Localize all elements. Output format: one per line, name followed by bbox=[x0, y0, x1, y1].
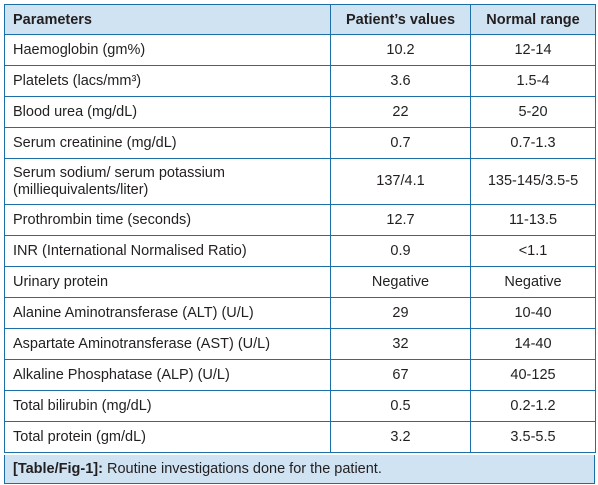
parameter-cell: Serum sodium/ serum potassium (milliequi… bbox=[4, 158, 331, 205]
normal-range-cell: 10-40 bbox=[470, 297, 596, 329]
table-caption: [Table/Fig-1]: Routine investigations do… bbox=[4, 455, 595, 484]
patient-value-cell: Negative bbox=[330, 266, 471, 298]
table-row: Serum sodium/ serum potassium (milliequi… bbox=[4, 158, 596, 205]
header-patient-values: Patient’s values bbox=[330, 4, 471, 35]
table-row: Serum creatinine (mg/dL) 0.7 0.7-1.3 bbox=[4, 127, 596, 159]
normal-range-cell: 0.7-1.3 bbox=[470, 127, 596, 159]
parameter-cell: Urinary protein bbox=[4, 266, 331, 298]
patient-value-cell: 3.2 bbox=[330, 421, 471, 453]
normal-range-cell: 12-14 bbox=[470, 34, 596, 66]
parameter-cell: Prothrombin time (seconds) bbox=[4, 204, 331, 236]
normal-range-cell: 1.5-4 bbox=[470, 65, 596, 97]
table-row: Total protein (gm/dL) 3.2 3.5-5.5 bbox=[4, 421, 596, 453]
normal-range-cell: 0.2-1.2 bbox=[470, 390, 596, 422]
parameter-cell: Blood urea (mg/dL) bbox=[4, 96, 331, 128]
header-parameters: Parameters bbox=[4, 4, 331, 35]
lab-results-table: Parameters Patient’s values Normal range… bbox=[4, 4, 596, 453]
parameter-line-2: (milliequivalents/liter) bbox=[13, 181, 149, 198]
parameter-cell: Alanine Aminotransferase (ALT) (U/L) bbox=[4, 297, 331, 329]
normal-range-cell: 40-125 bbox=[470, 359, 596, 391]
patient-value-cell: 32 bbox=[330, 328, 471, 360]
table-row: Aspartate Aminotransferase (AST) (U/L) 3… bbox=[4, 328, 596, 360]
patient-value-cell: 137/4.1 bbox=[330, 158, 471, 205]
parameter-cell: Total bilirubin (mg/dL) bbox=[4, 390, 331, 422]
parameter-cell: Alkaline Phosphatase (ALP) (U/L) bbox=[4, 359, 331, 391]
normal-range-cell: 11-13.5 bbox=[470, 204, 596, 236]
parameter-cell: Platelets (lacs/mm³) bbox=[4, 65, 331, 97]
normal-range-cell: 135-145/3.5-5 bbox=[470, 158, 596, 205]
parameter-line-1: Serum sodium/ serum potassium bbox=[13, 164, 225, 181]
patient-value-cell: 0.5 bbox=[330, 390, 471, 422]
table-row: Total bilirubin (mg/dL) 0.5 0.2-1.2 bbox=[4, 390, 596, 422]
header-normal-range: Normal range bbox=[470, 4, 596, 35]
parameter-cell: Haemoglobin (gm%) bbox=[4, 34, 331, 66]
table-row: Urinary protein Negative Negative bbox=[4, 266, 596, 298]
patient-value-cell: 10.2 bbox=[330, 34, 471, 66]
table-row: Alanine Aminotransferase (ALT) (U/L) 29 … bbox=[4, 297, 596, 329]
normal-range-cell: 5-20 bbox=[470, 96, 596, 128]
caption-text: Routine investigations done for the pati… bbox=[102, 461, 382, 477]
parameter-cell: Serum creatinine (mg/dL) bbox=[4, 127, 331, 159]
table-row: INR (International Normalised Ratio) 0.9… bbox=[4, 235, 596, 267]
normal-range-cell: 14-40 bbox=[470, 328, 596, 360]
parameter-cell: Total protein (gm/dL) bbox=[4, 421, 331, 453]
table-row: Blood urea (mg/dL) 22 5-20 bbox=[4, 96, 596, 128]
patient-value-cell: 0.9 bbox=[330, 235, 471, 267]
lab-results-table-container: Parameters Patient’s values Normal range… bbox=[4, 4, 596, 453]
parameter-cell: INR (International Normalised Ratio) bbox=[4, 235, 331, 267]
table-row: Haemoglobin (gm%) 10.2 12-14 bbox=[4, 34, 596, 66]
caption-label: [Table/Fig-1]: bbox=[13, 461, 103, 477]
parameter-cell: Aspartate Aminotransferase (AST) (U/L) bbox=[4, 328, 331, 360]
table-row: Platelets (lacs/mm³) 3.6 1.5-4 bbox=[4, 65, 596, 97]
patient-value-cell: 12.7 bbox=[330, 204, 471, 236]
table-header-row: Parameters Patient’s values Normal range bbox=[4, 4, 596, 35]
table-row: Alkaline Phosphatase (ALP) (U/L) 67 40-1… bbox=[4, 359, 596, 391]
normal-range-cell: Negative bbox=[470, 266, 596, 298]
patient-value-cell: 0.7 bbox=[330, 127, 471, 159]
normal-range-cell: <1.1 bbox=[470, 235, 596, 267]
patient-value-cell: 29 bbox=[330, 297, 471, 329]
patient-value-cell: 22 bbox=[330, 96, 471, 128]
patient-value-cell: 3.6 bbox=[330, 65, 471, 97]
patient-value-cell: 67 bbox=[330, 359, 471, 391]
normal-range-cell: 3.5-5.5 bbox=[470, 421, 596, 453]
table-row: Prothrombin time (seconds) 12.7 11-13.5 bbox=[4, 204, 596, 236]
